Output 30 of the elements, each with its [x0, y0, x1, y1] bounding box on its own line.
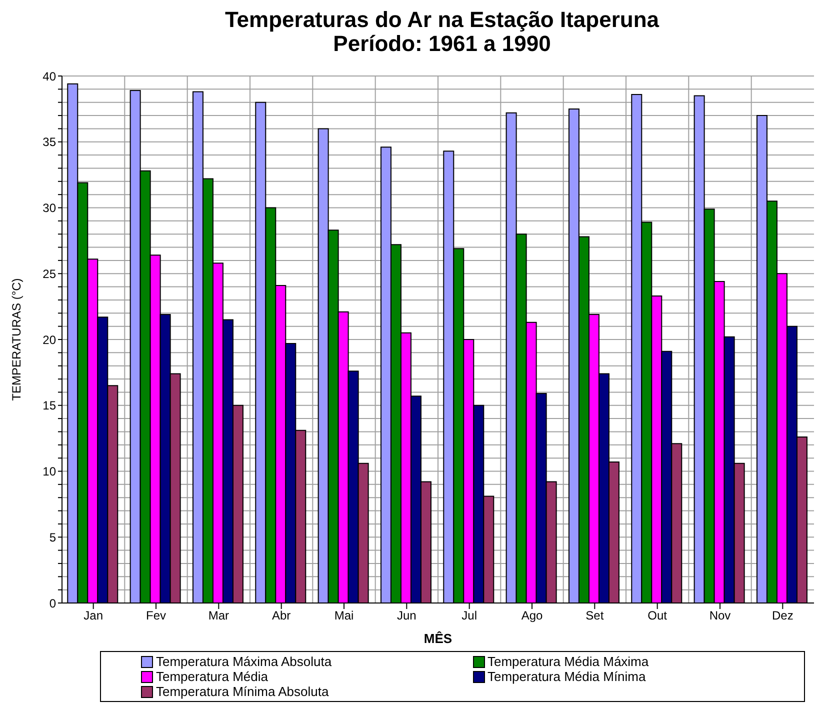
x-tick-label: Nov: [709, 608, 731, 623]
y-tick-label: 40: [42, 69, 56, 84]
y-tick-label: 35: [42, 135, 56, 150]
x-tick-label: Fev: [146, 608, 166, 623]
x-tick-label: Out: [648, 608, 668, 623]
legend-label: Temperatura Média Mínima: [488, 669, 646, 684]
legend-label: Temperatura Mínima Absoluta: [156, 684, 329, 699]
x-tick-label: Set: [586, 608, 604, 623]
x-tick-label: Mar: [208, 608, 230, 623]
y-tick-label: 5: [49, 530, 56, 544]
legend-label: Temperatura Máxima Absoluta: [156, 654, 332, 669]
y-tick-label: 15: [42, 398, 56, 413]
x-tick-label: Jan: [84, 608, 104, 623]
y-tick-label: 30: [42, 201, 56, 216]
y-tick-label: 10: [42, 464, 56, 479]
y-axis-title: TEMPERATURAS (°C): [9, 278, 24, 401]
legend-label: Temperatura Média: [156, 669, 268, 684]
y-tick-label: 20: [42, 332, 56, 347]
x-tick-label: Ago: [521, 608, 543, 623]
x-axis-title: MÊS: [424, 631, 452, 646]
y-tick-label: 25: [42, 266, 56, 281]
x-tick-label: Abr: [272, 608, 291, 623]
x-tick-label: Mai: [334, 608, 354, 623]
y-tick-label: 0: [49, 596, 56, 610]
x-tick-label: Jun: [396, 608, 416, 623]
chart-title: Temperaturas do Ar na Estação Itaperuna: [224, 7, 660, 32]
x-tick-label: Jul: [462, 608, 478, 623]
x-tick-label: Dez: [772, 608, 794, 623]
chart-subtitle: Período: 1961 a 1990: [333, 31, 551, 56]
legend-label: Temperatura Média Máxima: [488, 654, 649, 669]
